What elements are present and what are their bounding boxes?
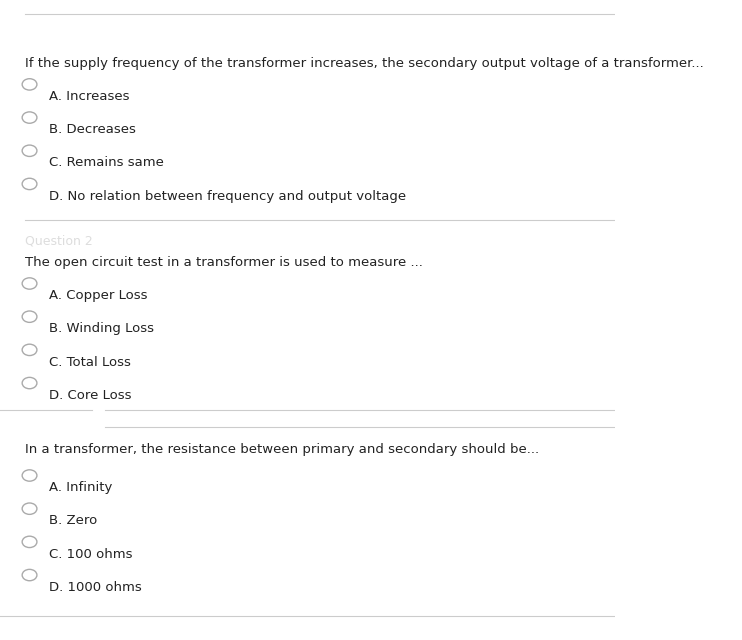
Text: The open circuit test in a transformer is used to measure ...: The open circuit test in a transformer i…: [24, 256, 422, 269]
Text: D. 1000 ohms: D. 1000 ohms: [49, 580, 142, 594]
Text: In a transformer, the resistance between primary and secondary should be...: In a transformer, the resistance between…: [24, 444, 539, 456]
Text: B. Zero: B. Zero: [49, 515, 97, 527]
Text: Question 2: Question 2: [24, 235, 92, 248]
Text: C. 100 ohms: C. 100 ohms: [49, 548, 133, 561]
Text: A. Copper Loss: A. Copper Loss: [49, 289, 148, 302]
Text: A. Increases: A. Increases: [49, 90, 130, 103]
Text: D. Core Loss: D. Core Loss: [49, 388, 132, 402]
Text: B. Decreases: B. Decreases: [49, 124, 136, 136]
Text: A. Infinity: A. Infinity: [49, 481, 113, 494]
Text: B. Winding Loss: B. Winding Loss: [49, 323, 154, 335]
Text: C. Total Loss: C. Total Loss: [49, 356, 131, 369]
Text: D. No relation between frequency and output voltage: D. No relation between frequency and out…: [49, 189, 407, 203]
Text: If the supply frequency of the transformer increases, the secondary output volta: If the supply frequency of the transform…: [24, 57, 703, 70]
Text: C. Remains same: C. Remains same: [49, 156, 164, 170]
